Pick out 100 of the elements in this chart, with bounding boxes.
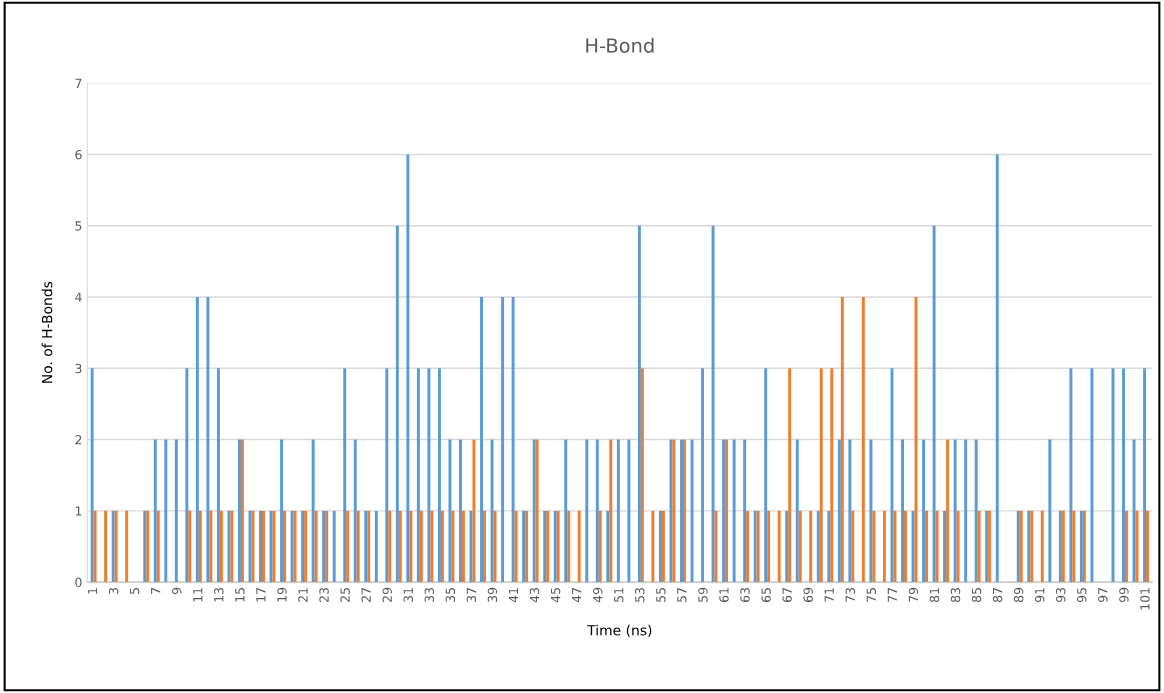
bar — [356, 510, 360, 583]
bar — [459, 439, 462, 583]
x-tick-label: 71 — [824, 588, 834, 602]
y-axis-title: No. of H-Bonds — [41, 281, 53, 383]
bar — [956, 510, 960, 583]
bar — [314, 510, 318, 583]
bar — [901, 439, 904, 583]
bar — [216, 368, 220, 583]
bar — [374, 510, 378, 583]
bar — [209, 510, 213, 583]
bar — [343, 368, 347, 583]
x-tick-label: 83 — [950, 587, 961, 603]
bar — [872, 510, 876, 583]
x-tick-label: 89 — [1013, 587, 1024, 603]
x-axis-title: Time (ns) — [587, 624, 652, 638]
x-tick-label: 15 — [235, 588, 245, 602]
bar — [1146, 510, 1149, 583]
x-tick-label: 39 — [487, 587, 498, 602]
x-tick-label: 45 — [551, 588, 561, 603]
bar — [395, 225, 399, 583]
bar — [490, 439, 494, 583]
bar — [932, 225, 936, 583]
bar — [451, 510, 455, 583]
bar — [827, 510, 831, 583]
bar — [911, 510, 915, 583]
x-tick-label: 5 — [130, 588, 140, 594]
bar — [577, 510, 581, 583]
bar — [156, 510, 160, 583]
bar — [480, 297, 484, 583]
x-tick-label: 9 — [171, 587, 182, 595]
x-tick-label: 31 — [403, 588, 413, 602]
bar — [585, 439, 589, 583]
x-tick-label: 81 — [929, 588, 940, 603]
bar — [627, 439, 631, 583]
bar — [903, 510, 907, 583]
bar — [388, 510, 392, 583]
x-tick-label: 21 — [298, 588, 308, 602]
bar — [332, 510, 336, 583]
x-tick-label: 49 — [592, 587, 603, 603]
bar — [830, 368, 834, 583]
bar — [777, 510, 781, 583]
x-tick-label: 23 — [319, 587, 329, 602]
x-tick-label: 97 — [1098, 588, 1108, 603]
bar — [385, 368, 389, 583]
x-tick-label: 99 — [1119, 587, 1129, 603]
x-tick-label: 69 — [803, 587, 813, 603]
bar — [440, 510, 444, 583]
bar — [567, 510, 571, 583]
bar — [809, 510, 813, 583]
bar — [851, 510, 855, 583]
x-tick-label: 77 — [887, 588, 897, 602]
bar — [767, 510, 771, 583]
bar — [795, 439, 799, 583]
bar — [514, 510, 518, 583]
bar — [283, 510, 286, 583]
bar — [406, 154, 410, 583]
bar — [746, 510, 750, 583]
x-tick-label: 37 — [466, 588, 477, 602]
bar — [964, 439, 968, 583]
x-tick-label: 43 — [529, 587, 540, 603]
x-tick-label: 51 — [614, 588, 624, 602]
bar — [198, 510, 202, 583]
bar — [974, 439, 978, 583]
bar — [690, 439, 694, 583]
bar — [1069, 368, 1073, 583]
bar — [437, 368, 441, 583]
bar — [943, 510, 947, 583]
bar — [346, 510, 350, 583]
bar — [1132, 439, 1136, 583]
bar — [104, 510, 108, 583]
bar — [840, 297, 844, 583]
x-tick-label: 57 — [677, 588, 687, 602]
y-tick-label: 2 — [75, 435, 82, 445]
bar — [472, 439, 476, 583]
bar — [837, 439, 841, 583]
bar — [743, 439, 747, 583]
bar — [1040, 510, 1044, 583]
bar — [732, 439, 736, 583]
y-tick-label: 7 — [75, 78, 82, 88]
bar — [1125, 510, 1128, 583]
bar — [501, 297, 505, 583]
x-tick-label: 1 — [87, 588, 98, 594]
bar — [764, 368, 768, 583]
bar — [701, 368, 705, 583]
bar — [785, 510, 789, 583]
x-tick-label: 27 — [361, 588, 371, 602]
bar — [353, 439, 357, 583]
bar — [206, 297, 210, 583]
bar — [1090, 368, 1094, 583]
bar — [153, 439, 157, 583]
bar — [90, 368, 94, 583]
x-tick-label: 33 — [424, 587, 435, 602]
x-tick-label: 47 — [572, 588, 582, 603]
bar — [164, 439, 168, 583]
bar — [637, 225, 641, 583]
y-tick-label: 4 — [75, 292, 82, 302]
bar — [93, 510, 97, 583]
y-tick-label: 1 — [75, 506, 82, 516]
bar — [409, 510, 413, 583]
bar — [125, 510, 129, 583]
